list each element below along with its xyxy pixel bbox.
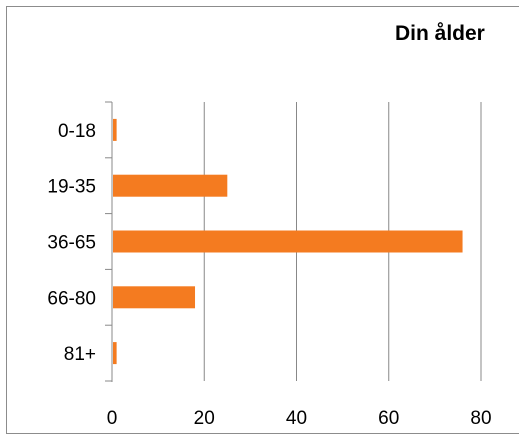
category-label-36-65: 36-65 <box>47 233 96 254</box>
bar-81+ <box>113 342 117 365</box>
x-tick-label-20: 20 <box>194 408 215 429</box>
bar-36-65 <box>113 230 463 253</box>
category-label-66-80: 66-80 <box>47 288 96 309</box>
chart-area <box>6 6 519 434</box>
x-tick-label-80: 80 <box>470 408 491 429</box>
category-label-81+: 81+ <box>64 344 96 365</box>
chart-title: Din ålder <box>395 22 485 45</box>
category-label-0-18: 0-18 <box>58 121 96 142</box>
x-tick-label-60: 60 <box>378 408 399 429</box>
bar-0-18 <box>113 118 117 141</box>
bar-66-80 <box>113 286 196 309</box>
x-tick-label-40: 40 <box>286 408 307 429</box>
x-tick-label-0: 0 <box>107 408 118 429</box>
bar-19-35 <box>113 174 228 197</box>
category-label-19-35: 19-35 <box>47 177 96 198</box>
